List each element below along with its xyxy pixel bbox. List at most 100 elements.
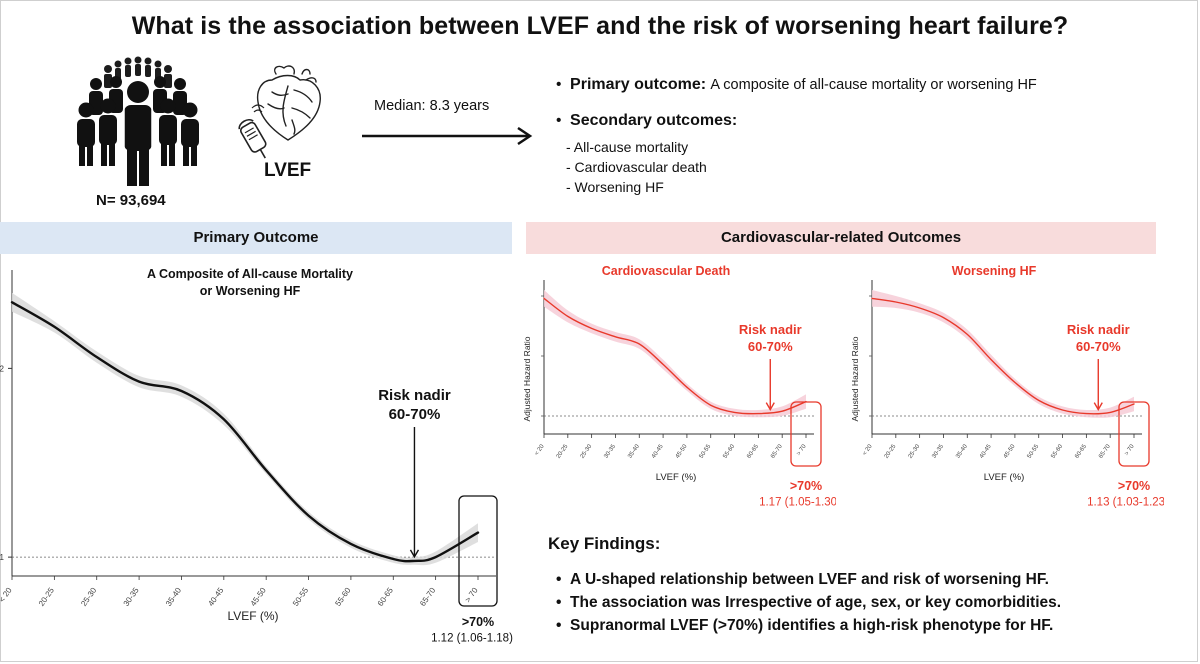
x-tick-label: > 70: [463, 586, 480, 605]
bullet-icon: •: [556, 571, 571, 588]
x-tick-label: 35-40: [627, 443, 641, 460]
risk-nadir-arrowhead: [765, 402, 775, 412]
risk-nadir-range: 60-70%: [1076, 339, 1121, 354]
x-tick-label: 65-70: [418, 586, 437, 608]
primary-outcome-text: A composite of all-cause mortality or wo…: [710, 77, 1037, 93]
x-tick-label: 40-45: [651, 443, 665, 460]
risk-nadir-range: 60-70%: [389, 406, 441, 423]
confidence-band: [12, 292, 478, 566]
x-axis-label: LVEF (%): [984, 472, 1024, 483]
x-tick-label: > 70: [796, 443, 808, 457]
bullet-icon: •: [556, 76, 571, 93]
supranormal-highlight-box: [1118, 401, 1150, 467]
risk-nadir-label: Risk nadir: [1067, 322, 1130, 337]
risk-nadir-arrowhead: [409, 549, 420, 559]
hazard-ratio-line: [871, 297, 1135, 415]
x-tick-label: 30-35: [931, 443, 945, 460]
key-findings-title: Key Findings:: [548, 534, 661, 553]
x-tick-label: 50-55: [291, 586, 310, 608]
cardiovascular-death-chart: < 20 20-25 25-30 30-35 35-40 40-45 45-50 50-55 5…: [522, 264, 836, 509]
supranormal-hazard-ratio: 1.17 (1.05-1.30): [759, 497, 836, 509]
crowd-back-row: [104, 56, 172, 88]
secondary-outcome-item: - All-cause mortality: [566, 139, 689, 155]
x-tick-label: 45-50: [675, 443, 689, 460]
y-axis-label: Adjusted Hazard Ratio: [850, 336, 860, 421]
risk-nadir-label: Risk nadir: [739, 322, 802, 337]
x-tick-label: 35-40: [164, 586, 183, 608]
x-tick-label: 60-65: [376, 586, 395, 608]
x-tick-label: 55-60: [722, 443, 736, 460]
x-axis-label: LVEF (%): [656, 472, 696, 483]
x-tick-label: 20-25: [37, 586, 56, 608]
bullet-icon: •: [556, 594, 571, 611]
x-tick-label: < 20: [534, 443, 546, 457]
x-tick-label: 20-25: [884, 443, 898, 460]
x-tick-label: 20-25: [556, 443, 570, 460]
follow-up-duration-label: Median: 8.3 years: [374, 98, 490, 114]
chart-title: A Composite of All-cause Mortality: [147, 267, 353, 281]
key-finding-item: • Supranormal LVEF (>70%) identifies a h…: [556, 617, 1053, 635]
x-tick-label: 35-40: [955, 443, 969, 460]
x-tick-label: 55-60: [333, 586, 352, 608]
x-tick-label: 30-35: [603, 443, 617, 460]
y-axis-label: Adjusted Hazard Ratio: [522, 336, 532, 421]
x-tick-label: 65-70: [770, 443, 784, 460]
cardiovascular-outcomes-banner: Cardiovascular-related Outcomes: [526, 222, 1156, 254]
secondary-outcome-label: Secondary outcomes:: [570, 112, 738, 129]
x-tick-label: 55-60: [1050, 443, 1064, 460]
page-title: What is the association between LVEF and…: [131, 12, 1069, 40]
supranormal-hazard-ratio: 1.13 (1.03-1.23): [1087, 497, 1164, 509]
x-tick-label: 40-45: [206, 586, 225, 608]
key-finding-text: Supranormal LVEF (>70%) identifies a hig…: [570, 617, 1054, 634]
x-axis-label: LVEF (%): [227, 609, 278, 623]
x-tick-label: 45-50: [1003, 443, 1017, 460]
bullet-icon: •: [556, 112, 571, 129]
echocardiogram-heart-icon: [238, 65, 321, 159]
secondary-outcome-item: - Worsening HF: [566, 179, 664, 195]
x-tick-label: 30-35: [122, 586, 141, 608]
x-tick-label: < 20: [862, 443, 874, 457]
supranormal-label: >70%: [462, 615, 494, 629]
x-tick-label: 50-55: [1027, 443, 1041, 460]
chart-title: or Worsening HF: [200, 284, 301, 298]
y-tick-label: 1: [0, 553, 5, 562]
chart-title: Cardiovascular Death: [602, 264, 731, 278]
secondary-outcome-item: - Cardiovascular death: [566, 159, 707, 175]
y-tick-label: 2: [0, 364, 5, 373]
key-finding-text: The association was Irrespective of age,…: [570, 594, 1062, 611]
x-tick-label: < 20: [0, 586, 14, 605]
sample-size-label: N= 93,694: [96, 192, 166, 209]
worsening-hf-chart: < 20 20-25 25-30 30-35 35-40 40-45 45-50 50-55 5…: [850, 264, 1164, 509]
risk-nadir-range: 60-70%: [748, 339, 793, 354]
x-tick-label: 40-45: [979, 443, 993, 460]
hazard-ratio-line: [10, 301, 480, 563]
x-tick-label: 60-65: [746, 443, 760, 460]
follow-up-arrow: [362, 126, 533, 146]
bullet-icon: •: [556, 617, 571, 634]
key-finding-text: A U-shaped relationship between LVEF and…: [570, 571, 1049, 588]
supranormal-hazard-ratio: 1.12 (1.06-1.18): [431, 633, 513, 645]
population-crowd-icon: [77, 56, 199, 186]
x-tick-label: 25-30: [908, 443, 922, 460]
supranormal-highlight-box: [458, 495, 498, 607]
risk-nadir-arrowhead: [1093, 402, 1103, 412]
primary-outcome-banner: Primary Outcome: [0, 222, 512, 254]
supranormal-label: >70%: [790, 479, 822, 493]
supranormal-highlight-box: [790, 401, 822, 467]
x-tick-label: 65-70: [1098, 443, 1112, 460]
secondary-outcome-line: • Secondary outcomes:: [556, 112, 737, 130]
x-tick-label: 60-65: [1074, 443, 1088, 460]
lvef-measure-label: LVEF: [264, 160, 312, 181]
hazard-ratio-line: [543, 297, 807, 415]
primary-outcome-label: Primary outcome:: [570, 76, 707, 93]
risk-nadir-label: Risk nadir: [378, 387, 451, 404]
x-tick-label: > 70: [1124, 443, 1136, 457]
key-finding-item: • The association was Irrespective of ag…: [556, 594, 1061, 612]
x-tick-label: 25-30: [580, 443, 594, 460]
primary-outcome-chart: 1 2 < 20 20-25 25-30 30-35 35-40 40-45 45-50 50-5…: [0, 267, 513, 645]
x-tick-label: 25-30: [79, 586, 98, 608]
chart-title: Worsening HF: [952, 264, 1037, 278]
x-tick-label: 50-55: [699, 443, 713, 460]
key-finding-item: • A U-shaped relationship between LVEF a…: [556, 571, 1049, 589]
